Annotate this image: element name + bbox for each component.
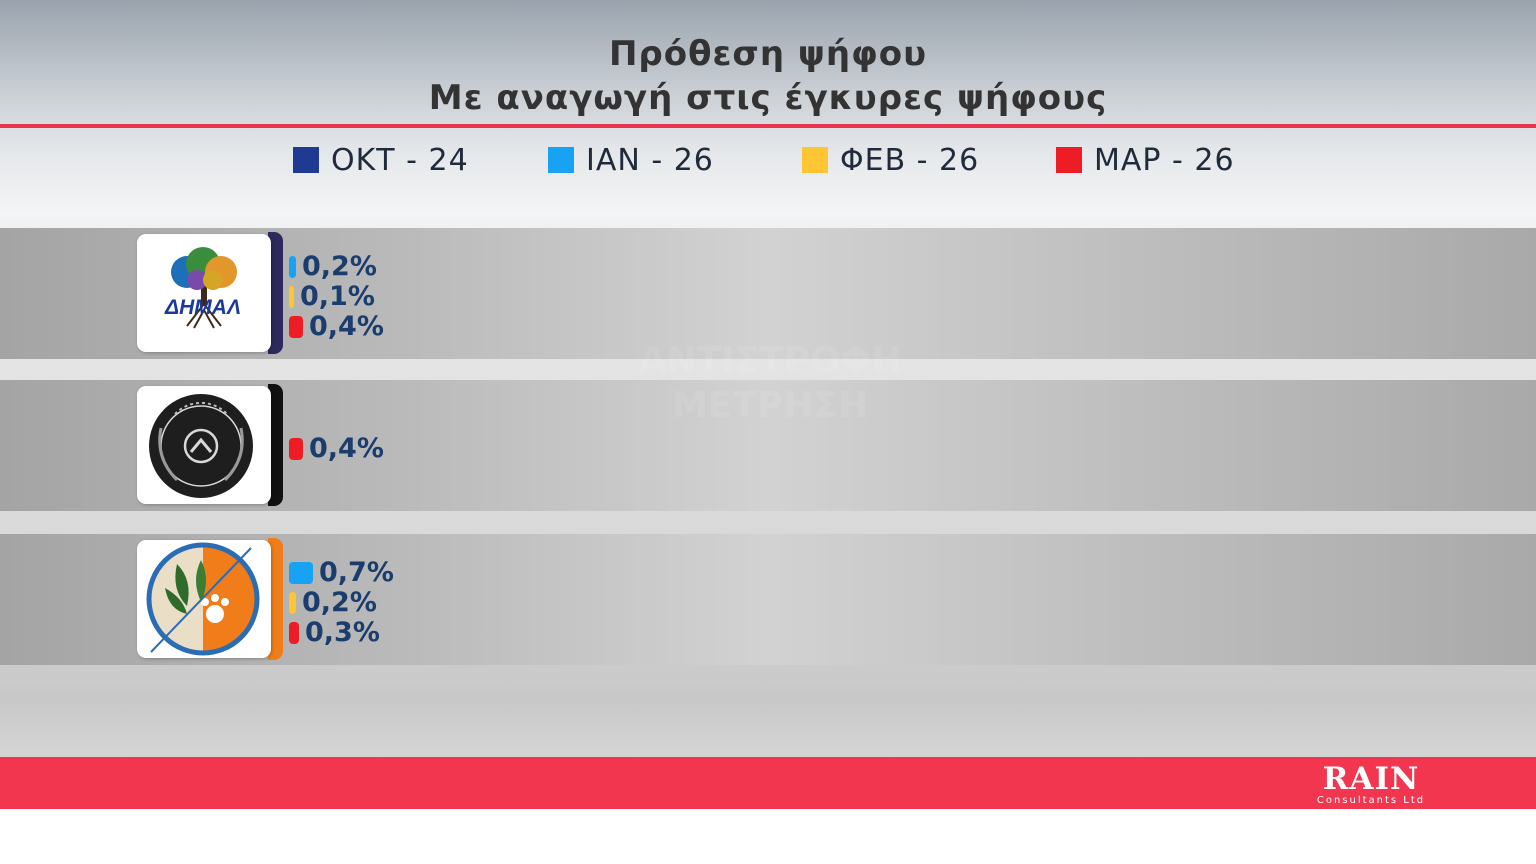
laurel-emblem-icon bbox=[149, 394, 253, 498]
legend-label: ΙΑΝ - 26 bbox=[586, 142, 714, 178]
legend-item-feb-26: ΦΕΒ - 26 bbox=[802, 138, 979, 182]
party-accent-dimal bbox=[268, 232, 283, 354]
legend-item-ian-26: ΙΑΝ - 26 bbox=[548, 138, 714, 182]
bar-2-0 bbox=[289, 286, 294, 308]
watermark: ΑΝΤΙΣΤΡΟΦΗ ΜΕΤΡΗΣΗ bbox=[590, 200, 950, 480]
bar-1-0 bbox=[289, 256, 296, 278]
bar-3-1 bbox=[289, 438, 303, 460]
watermark-line2: ΜΕΤΡΗΣΗ bbox=[671, 385, 869, 426]
value-label-3-1: 0,4% bbox=[309, 433, 384, 464]
paw-leaf-emblem-icon bbox=[146, 542, 260, 656]
value-label-2-2: 0,2% bbox=[302, 587, 377, 618]
chart-title: Πρόθεση ψήφου bbox=[608, 34, 928, 74]
value-label-1-2: 0,7% bbox=[319, 557, 394, 588]
party-logo-dimal: ΔΗΜΑΛ bbox=[137, 234, 271, 352]
brand-logo: RAIN Consultants Ltd bbox=[1306, 762, 1436, 808]
legend-label: ΦΕΒ - 26 bbox=[840, 142, 980, 178]
tree-icon: ΔΗΜΑΛ bbox=[164, 247, 241, 329]
brand-name: RAIN bbox=[1322, 761, 1420, 797]
bar-3-2 bbox=[289, 622, 299, 644]
watermark-line1: ΑΝΤΙΣΤΡΟΦΗ bbox=[638, 340, 902, 381]
legend-label: ΟΚΤ - 24 bbox=[331, 142, 469, 178]
legend: ΟΚΤ - 24 ΙΑΝ - 26 ΦΕΒ - 26 ΜΑΡ - 26 bbox=[0, 138, 1536, 182]
party-accent-patriotic-front bbox=[268, 384, 283, 506]
chart-subtitle: Με αναγωγή στις έγκυρες ψήφους bbox=[428, 78, 1108, 118]
legend-swatch bbox=[293, 147, 319, 173]
dimal-logo-text: ΔΗΜΑΛ bbox=[164, 296, 241, 319]
footer-bar bbox=[0, 757, 1536, 809]
legend-swatch bbox=[548, 147, 574, 173]
party-accent-animal-party bbox=[268, 538, 283, 660]
legend-item-mar-26: ΜΑΡ - 26 bbox=[1056, 138, 1235, 182]
footer-white bbox=[0, 809, 1536, 864]
value-label-1-0: 0,2% bbox=[302, 251, 377, 282]
brand-sub: Consultants Ltd bbox=[1316, 795, 1426, 806]
legend-label: ΜΑΡ - 26 bbox=[1094, 142, 1235, 178]
bar-2-2 bbox=[289, 592, 296, 614]
header-divider bbox=[0, 124, 1536, 128]
value-label-3-2: 0,3% bbox=[305, 617, 380, 648]
legend-item-okt-24: ΟΚΤ - 24 bbox=[293, 138, 469, 182]
bar-1-2 bbox=[289, 562, 313, 584]
party-logo-animal-party bbox=[137, 540, 271, 658]
legend-swatch bbox=[802, 147, 828, 173]
bar-3-0 bbox=[289, 316, 303, 338]
legend-swatch bbox=[1056, 147, 1082, 173]
value-label-3-0: 0,4% bbox=[309, 311, 384, 342]
header: Πρόθεση ψήφου Με αναγωγή στις έγκυρες ψή… bbox=[0, 0, 1536, 126]
value-label-2-0: 0,1% bbox=[300, 281, 375, 312]
party-logo-patriotic-front bbox=[137, 386, 271, 504]
